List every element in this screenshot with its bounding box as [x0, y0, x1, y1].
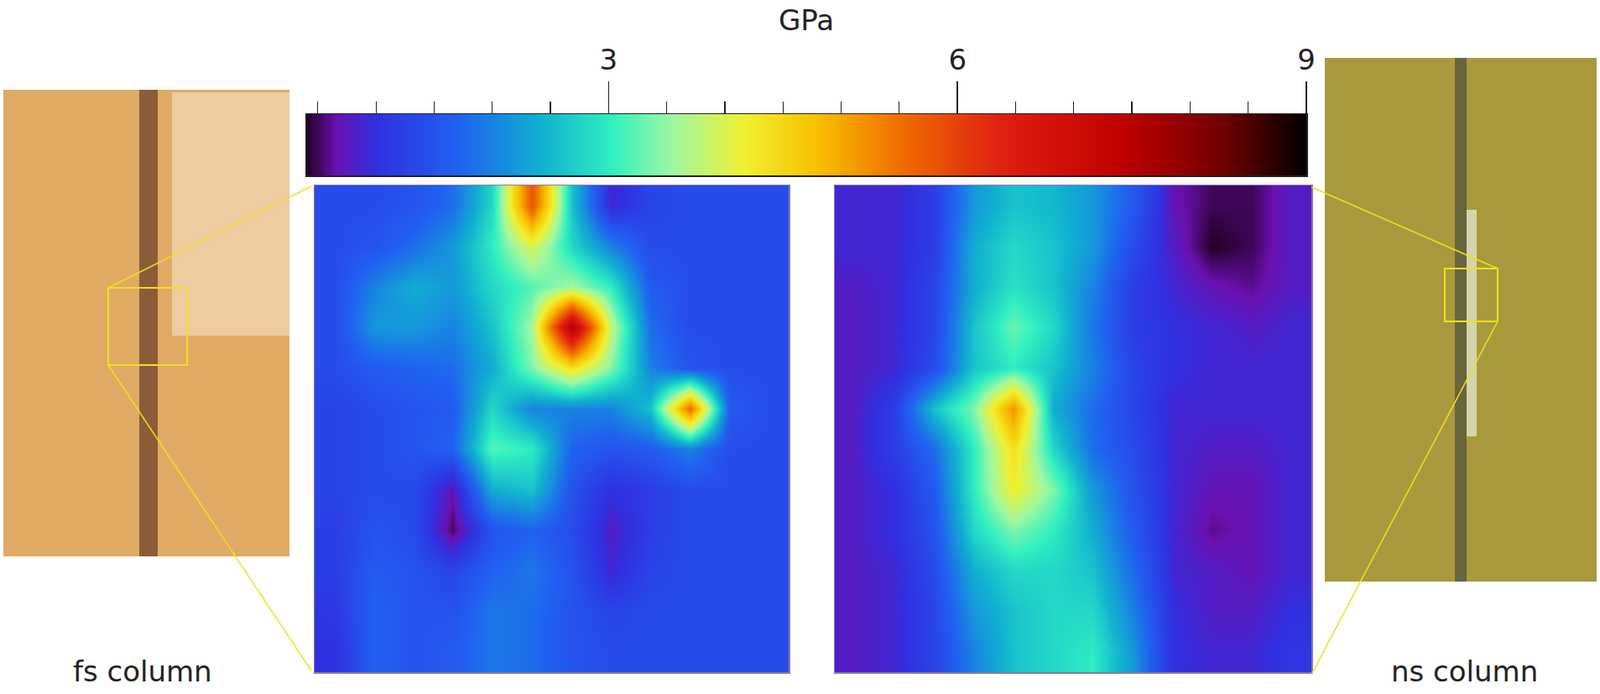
svg-text:9: 9: [1297, 42, 1316, 77]
svg-text:ns column: ns column: [1391, 654, 1538, 688]
svg-text:fs column: fs column: [72, 654, 213, 688]
svg-text:3: 3: [599, 42, 619, 77]
svg-text:6: 6: [948, 42, 967, 77]
svg-text:GPa: GPa: [778, 3, 834, 37]
